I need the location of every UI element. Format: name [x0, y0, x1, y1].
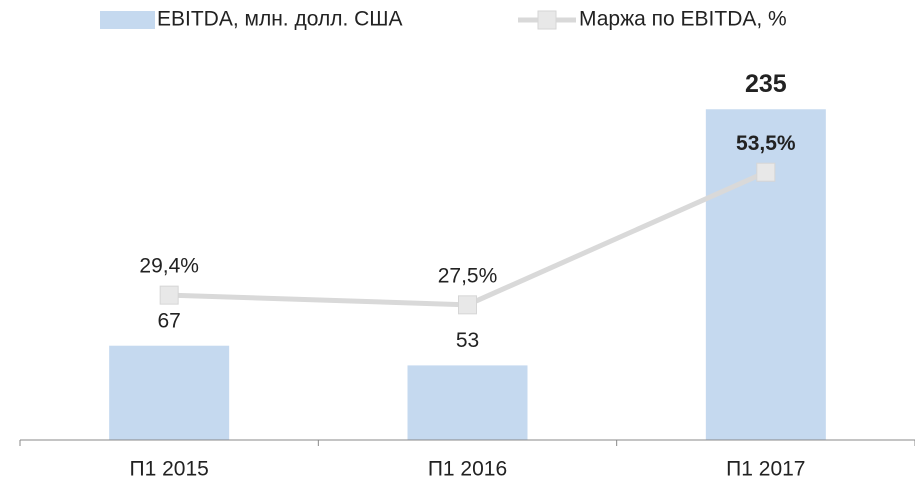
- line-marker: [159, 285, 179, 305]
- x-tick-label: П1 2015: [130, 458, 209, 481]
- x-tick-label: П1 2017: [726, 458, 805, 481]
- legend-marker: [537, 10, 557, 30]
- legend-label: Маржа по EBITDA, %: [579, 8, 787, 31]
- bar-value-label: 235: [745, 70, 787, 98]
- x-tick-label: П1 2016: [428, 458, 507, 481]
- line-marker: [756, 162, 776, 182]
- legend-swatch-bar: [100, 11, 155, 29]
- bar: [705, 109, 826, 440]
- line-marker: [458, 295, 477, 315]
- bar: [109, 345, 230, 440]
- bar: [407, 365, 528, 440]
- legend-label: EBITDA, млн. долл. США: [157, 8, 403, 31]
- legend: EBITDA, млн. долл. США Маржа по EBITDA, …: [100, 8, 787, 31]
- line-value-label: 27,5%: [438, 264, 498, 287]
- bar-value-label: 53: [456, 329, 479, 352]
- line-value-label: 53,5%: [736, 132, 796, 155]
- bar-value-label: 67: [157, 309, 180, 332]
- line-value-label: 29,4%: [139, 255, 199, 278]
